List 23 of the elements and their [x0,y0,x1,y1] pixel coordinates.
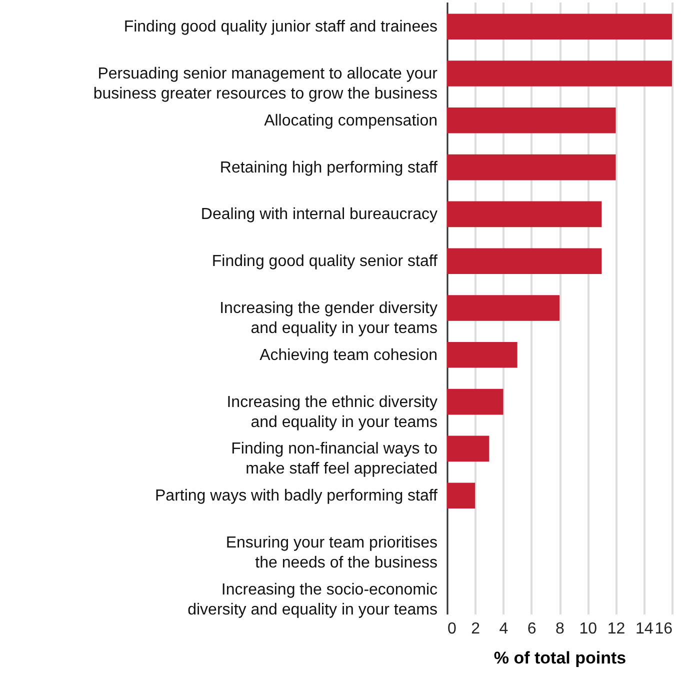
x-tick-label: 6 [527,620,536,638]
x-tick-label: 14 [635,620,654,638]
x-tick-label: 8 [556,620,565,638]
y-tick-label: Increasing the gender diversity and equality in your teams [220,300,438,337]
x-tick-label: 0 [448,620,456,638]
y-tick-label: Finding good quality senior staff [212,253,438,270]
x-axis-title: % of total points [494,648,626,668]
y-tick-label: Parting ways with badly performing staff [155,488,438,505]
y-tick-label: Retaining high performing staff [220,159,438,176]
y-tick-label: Ensuring your team prioritises the needs of the business [226,534,438,572]
y-tick-label: Increasing the ethnic diversity and equality in your teams [226,394,438,431]
x-tick-label: 10 [579,620,598,638]
x-tick-label: 16 [654,620,673,638]
y-tick-label: Persuading senior management to allocate your business greater resources to grow the business [93,66,438,103]
y-tick-label: Increasing the socio-economic diversity and equality in your teams [188,581,438,618]
y-tick-label: Finding non-financial ways to make staff feel appreciated [231,440,438,478]
y-tick-label: Allocating compensation [264,112,438,130]
x-tick-label: 12 [607,620,626,638]
y-tick-label: Finding good quality junior staff and trainees [124,18,438,36]
x-tick-label: 4 [499,620,508,638]
x-tick-label: 2 [471,620,480,638]
y-tick-label: Achieving team cohesion [260,346,438,364]
y-tick-label: Dealing with internal bureaucracy [200,206,438,224]
